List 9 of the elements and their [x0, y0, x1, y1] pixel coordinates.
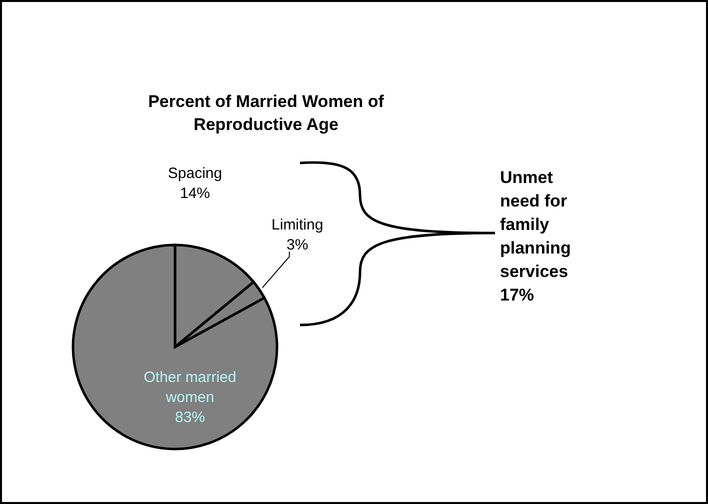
text: Unmet need for family planning services 17% [500, 168, 571, 304]
chart-title: Percent of Married Women of Reproductive Age [148, 92, 384, 134]
slice-label: Limiting [272, 216, 324, 234]
slice-label: Other married women [144, 369, 236, 406]
slice-label: Spacing [168, 165, 222, 182]
pie-slice [72, 244, 278, 450]
data-label: 14% [180, 185, 210, 202]
data-label: 83% [174, 409, 206, 426]
data-label: 3% [286, 236, 308, 254]
